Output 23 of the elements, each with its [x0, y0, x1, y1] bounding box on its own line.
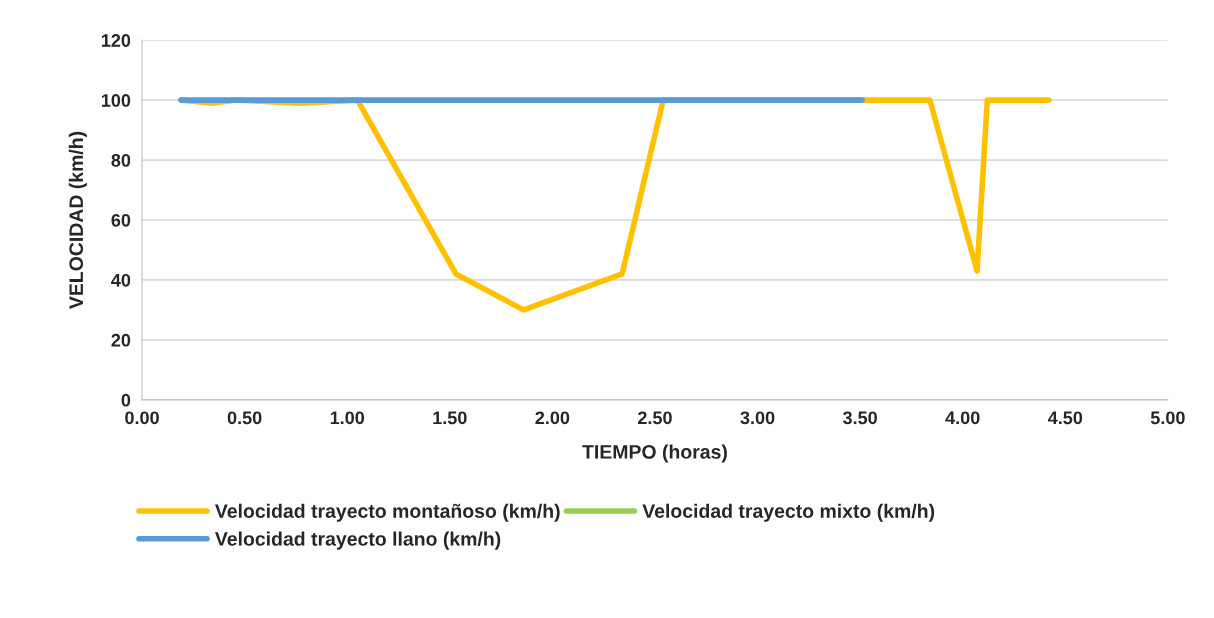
- x-tick-label: 2.00: [535, 411, 570, 425]
- x-tick-label: 4.50: [1047, 411, 1083, 425]
- y-tick-label: 80: [111, 154, 131, 167]
- y-tick-label: 60: [111, 213, 131, 227]
- x-tick-label: 4.00: [945, 411, 980, 425]
- x-tick-label: 2.50: [638, 411, 672, 425]
- x-tick-label: 3.00: [740, 411, 775, 425]
- y-axis-title: VELOCIDAD (km/h): [68, 131, 87, 309]
- x-tick-label: 0.00: [125, 411, 159, 425]
- y-tick-label: 40: [111, 273, 131, 287]
- x-axis-title: TIEMPO (horas): [582, 444, 727, 463]
- y-tick-label: 0: [121, 393, 131, 407]
- x-tick-label: 0.50: [227, 411, 262, 425]
- x-tick-label: 3.50: [842, 411, 877, 425]
- x-tick-label: 5.00: [1150, 411, 1185, 425]
- legend-label: Velocidad trayecto llano (km/h): [214, 531, 501, 550]
- y-tick-label: 120: [101, 34, 131, 47]
- legend-label: Velocidad trayecto mixto (km/h): [642, 503, 935, 522]
- y-tick-label: 100: [101, 94, 131, 107]
- legend-label: Velocidad trayecto montañoso (km/h): [214, 503, 560, 522]
- y-tick-label: 20: [111, 333, 131, 347]
- x-tick-label: 1.50: [433, 411, 467, 425]
- x-tick-label: 1.00: [330, 411, 365, 425]
